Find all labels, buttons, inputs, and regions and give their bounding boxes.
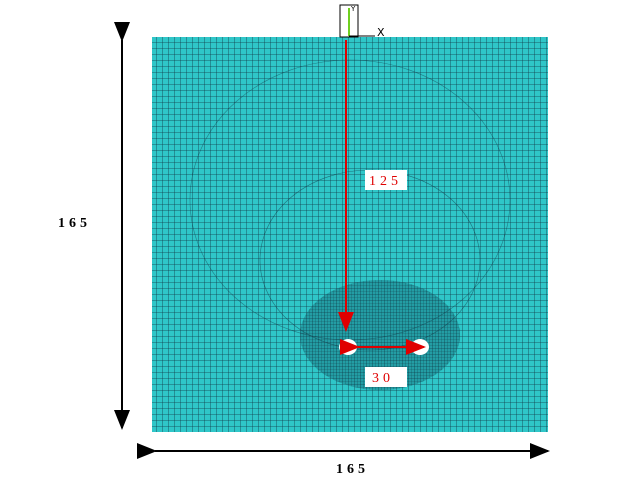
y-axis-label: Y bbox=[350, 5, 356, 13]
width-label: 165 bbox=[336, 462, 369, 477]
depth-label: 125 bbox=[369, 174, 402, 189]
x-axis-label: X bbox=[377, 26, 385, 39]
refined-mesh bbox=[300, 280, 460, 390]
label-box bbox=[365, 367, 407, 387]
height-label: 165 bbox=[58, 216, 91, 231]
tunnel-hole bbox=[339, 339, 357, 355]
spacing-label: 30 bbox=[372, 371, 394, 386]
label-box bbox=[365, 170, 407, 190]
